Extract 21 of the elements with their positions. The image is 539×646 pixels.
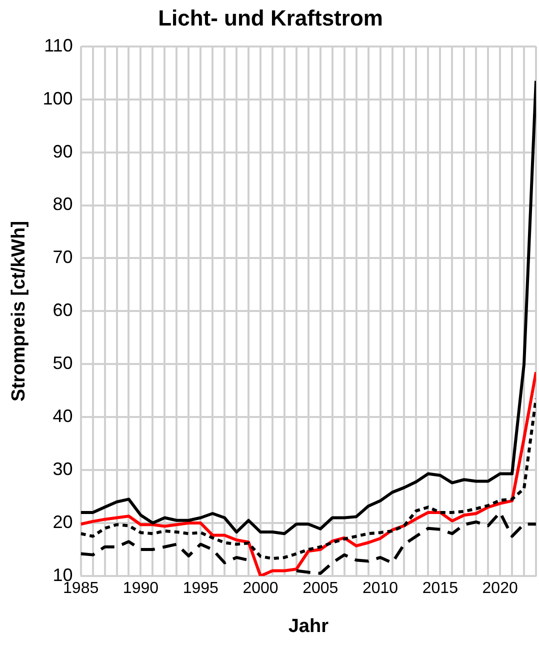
y-tick-label: 20 — [52, 512, 73, 532]
x-tick-label: 2010 — [362, 580, 398, 598]
y-tick-label: 60 — [52, 300, 73, 320]
line-series — [80, 397, 536, 560]
y-axis-title: Strompreis [ct/kWh] — [8, 220, 30, 402]
y-tick-label: 80 — [52, 194, 73, 214]
x-tick-label: 2005 — [302, 580, 338, 598]
x-tick-label: 2020 — [482, 580, 518, 598]
y-tick-label: 30 — [52, 459, 73, 480]
y-tick-label: 70 — [52, 247, 73, 268]
y-tick-label: 100 — [42, 88, 73, 108]
x-tick-label: 1995 — [182, 580, 219, 598]
x-tick-label: 2015 — [422, 580, 458, 598]
y-tick-label: 50 — [52, 353, 73, 374]
x-tick-label: 1990 — [122, 580, 159, 598]
y-tick-label: 40 — [52, 406, 73, 426]
x-tick-label: 2000 — [242, 580, 278, 598]
y-tick-label: 110 — [44, 35, 73, 56]
x-axis-title: Jahr — [288, 616, 330, 637]
chart-title: Licht- und Kraftstrom — [158, 5, 383, 30]
y-tick-label: 90 — [52, 141, 73, 162]
